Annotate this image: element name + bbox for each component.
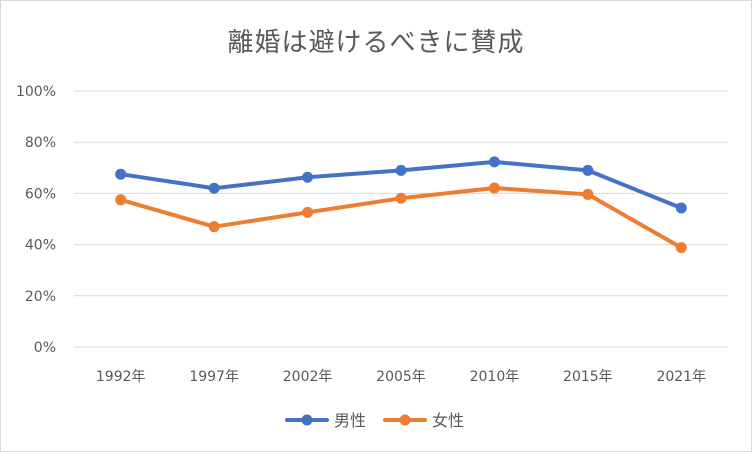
- y-tick-label: 20%: [25, 289, 56, 305]
- legend-marker: [301, 414, 313, 426]
- legend-marker: [399, 414, 411, 426]
- data-point: [395, 192, 407, 204]
- x-tick-label: 2002年: [283, 369, 333, 385]
- legend-label: 女性: [432, 411, 464, 430]
- y-tick-label: 80%: [25, 135, 56, 151]
- x-tick-label: 1997年: [189, 369, 239, 385]
- y-tick-label: 60%: [25, 186, 56, 202]
- x-tick-label: 1992年: [96, 369, 146, 385]
- y-tick-label: 0%: [34, 340, 56, 356]
- data-point: [488, 182, 500, 194]
- data-point: [115, 168, 127, 180]
- data-point: [208, 182, 220, 194]
- data-point: [115, 194, 127, 206]
- data-point: [208, 221, 220, 233]
- data-point: [675, 202, 687, 214]
- chart-title: 離婚は避けるべきに賛成: [227, 28, 525, 58]
- data-point: [395, 164, 407, 176]
- x-tick-label: 2021年: [656, 369, 706, 385]
- legend-label: 男性: [334, 411, 366, 430]
- data-point: [582, 188, 594, 200]
- data-point: [302, 206, 314, 218]
- data-point: [302, 171, 314, 183]
- x-tick-label: 2015年: [563, 369, 613, 385]
- x-tick-label: 2005年: [376, 369, 426, 385]
- data-point: [582, 164, 594, 176]
- x-tick-label: 2010年: [470, 369, 520, 385]
- data-point: [488, 156, 500, 168]
- y-tick-label: 100%: [16, 84, 56, 100]
- y-tick-label: 40%: [25, 238, 56, 254]
- data-point: [675, 242, 687, 254]
